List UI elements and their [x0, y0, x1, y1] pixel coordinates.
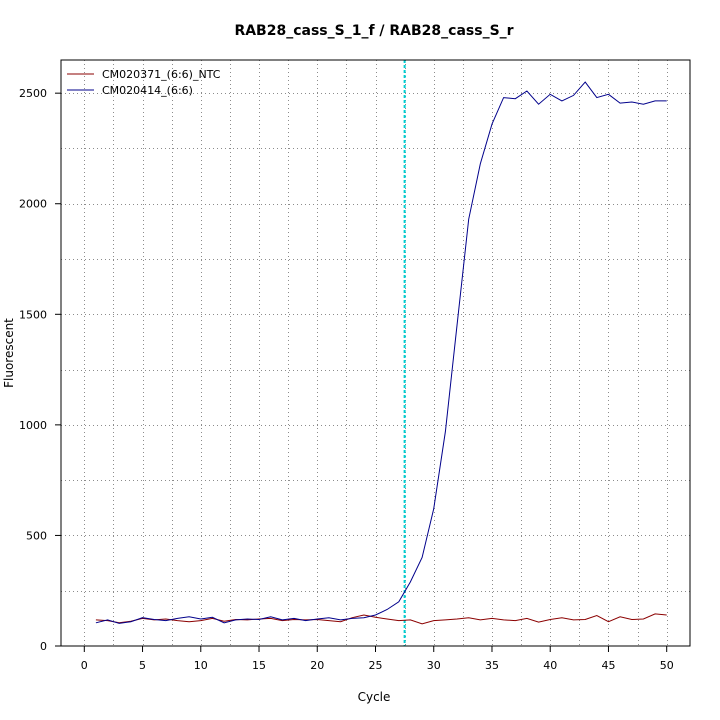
series-line-1 — [95, 613, 667, 625]
x-tick-label: 30 — [427, 659, 441, 672]
x-tick-label: 35 — [485, 659, 499, 672]
chart-title: RAB28_cass_S_1_f / RAB28_cass_S_r — [234, 23, 513, 39]
legend-label-1: CM020371_(6:6)_NTC — [102, 68, 221, 81]
x-axis-label: Cycle — [358, 690, 391, 704]
x-tick-label: 0 — [81, 659, 88, 672]
y-tick-label: 1000 — [19, 419, 47, 432]
y-tick-label: 0 — [40, 640, 47, 653]
x-tick-label: 5 — [139, 659, 146, 672]
x-tick-label: 20 — [310, 659, 324, 672]
x-tick-label: 10 — [194, 659, 208, 672]
y-tick-label: 2500 — [19, 87, 47, 100]
x-tick-label: 45 — [601, 659, 615, 672]
y-tick-label: 500 — [26, 529, 47, 542]
x-tick-label: 50 — [660, 659, 674, 672]
y-axis: 0 500 1000 1500 2000 2500 — [19, 87, 61, 653]
y-axis-label: Fluorescent — [2, 318, 16, 388]
x-tick-label: 25 — [369, 659, 383, 672]
x-tick-label: 15 — [252, 659, 266, 672]
series-line-2 — [95, 81, 667, 624]
x-axis: 0 5 10 15 20 25 30 35 40 45 50 — [81, 646, 674, 672]
grid — [61, 60, 690, 646]
legend: CM020371_(6:6)_NTC CM020414_(6:6) — [67, 68, 221, 97]
x-tick-label: 40 — [543, 659, 557, 672]
y-tick-label: 2000 — [19, 198, 47, 211]
series-group — [95, 81, 667, 625]
legend-label-2: CM020414_(6:6) — [102, 84, 193, 97]
y-tick-label: 1500 — [19, 308, 47, 321]
